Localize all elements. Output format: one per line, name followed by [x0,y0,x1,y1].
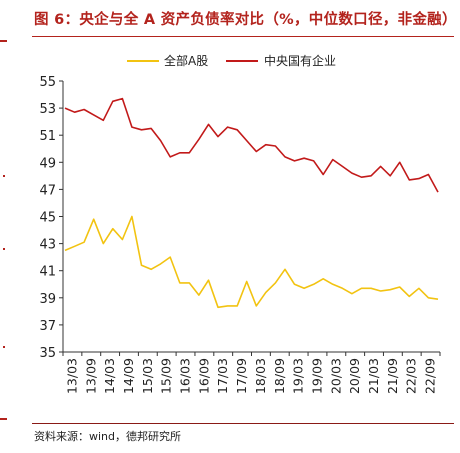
chart-axes: 35 37 39 41 43 45 47 49 51 53 55 13/03 13/09 14/03 14/… [39,75,441,394]
y-tick-label: 43 [39,238,56,253]
title-divider [32,36,454,37]
series-line-soe [64,97,439,193]
page-edge-mark [0,418,7,420]
x-tick-label: 21/09 [385,358,400,394]
source-note: 资料来源：wind，德邦研究所 [34,430,182,443]
x-tick-label: 13/03 [64,358,79,394]
x-tick-label: 15/09 [159,358,174,394]
page-edge-mark [0,40,7,42]
x-tick-label: 20/09 [347,358,362,394]
x-tick-label: 17/09 [234,358,249,394]
page-edge-dot [3,346,5,348]
figure-title: 图 6：央企与全 A 资产负债率对比（%，中位数口径，非金融） [34,12,457,28]
x-tick-label: 14/03 [102,358,117,394]
x-tick-label: 16/03 [178,358,193,394]
y-tick-label: 39 [39,292,56,307]
y-tick-label: 49 [39,156,56,171]
y-tick-label: 47 [39,183,56,198]
x-tick-label: 13/09 [83,358,98,394]
x-tick-label: 19/09 [309,358,324,394]
x-tick-label: 15/03 [140,358,155,394]
x-tick-label: 18/09 [272,358,287,394]
legend-label-all-a: 全部A股 [164,53,208,68]
chart-legend: 全部A股 中央国有企业 [127,53,336,68]
y-tick-label: 55 [39,75,56,90]
x-tick-label: 22/09 [423,358,438,394]
chart-series [64,97,439,309]
x-tick-label: 17/03 [215,358,230,394]
y-tick-label: 53 [39,102,56,117]
page-edge-dot [3,175,5,177]
source-divider [32,423,454,424]
x-tick-label: 14/09 [121,358,136,394]
y-tick-label: 51 [39,129,56,144]
page-edge-dot [3,248,5,250]
x-tick-label: 18/03 [253,358,268,394]
x-tick-label: 16/09 [196,358,211,394]
legend-label-soe: 中央国有企业 [264,53,336,68]
series-line-all-a [64,215,439,309]
y-tick-label: 45 [39,211,56,226]
y-tick-label: 37 [39,319,56,334]
x-tick-label: 20/03 [328,358,343,394]
x-tick-label: 22/03 [404,358,419,394]
y-tick-label: 35 [39,346,56,361]
x-tick-label: 21/03 [366,358,381,394]
x-tick-label: 19/03 [291,358,306,394]
y-tick-label: 41 [39,265,56,280]
